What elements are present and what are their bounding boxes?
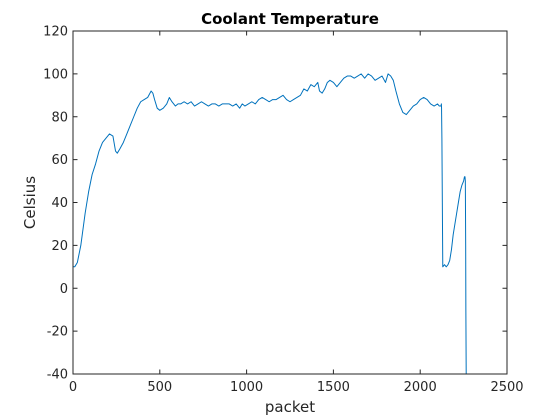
x-tick-label: 0: [69, 380, 77, 395]
chart-title: Coolant Temperature: [201, 10, 379, 28]
plot-area: [73, 31, 507, 374]
y-tick-label: 0: [60, 282, 68, 297]
x-tick-label: 1000: [230, 380, 263, 395]
x-tick-label: 1500: [317, 380, 350, 395]
series-line-0: [73, 73, 467, 375]
y-tick-label: 80: [51, 110, 68, 125]
x-tick-label: 2500: [490, 380, 523, 395]
y-tick-label: -20: [47, 325, 68, 340]
y-tick-label: -40: [47, 368, 68, 383]
y-tick-label: 40: [51, 196, 68, 211]
series-layer: [73, 73, 467, 375]
ticks-layer: 0 500 1000 1500 2000 2500 -40 -20 0 20 40 60 80 100 12…: [43, 25, 523, 396]
x-axis-label: packet: [265, 398, 315, 416]
y-tick-label: 120: [43, 25, 68, 40]
y-tick-label: 100: [43, 67, 68, 82]
x-tick-label: 500: [147, 380, 172, 395]
y-axis-label: Celsius: [21, 176, 39, 229]
y-tick-label: 60: [51, 153, 68, 168]
x-tick-label: 2000: [404, 380, 437, 395]
y-tick-label: 20: [51, 239, 68, 254]
